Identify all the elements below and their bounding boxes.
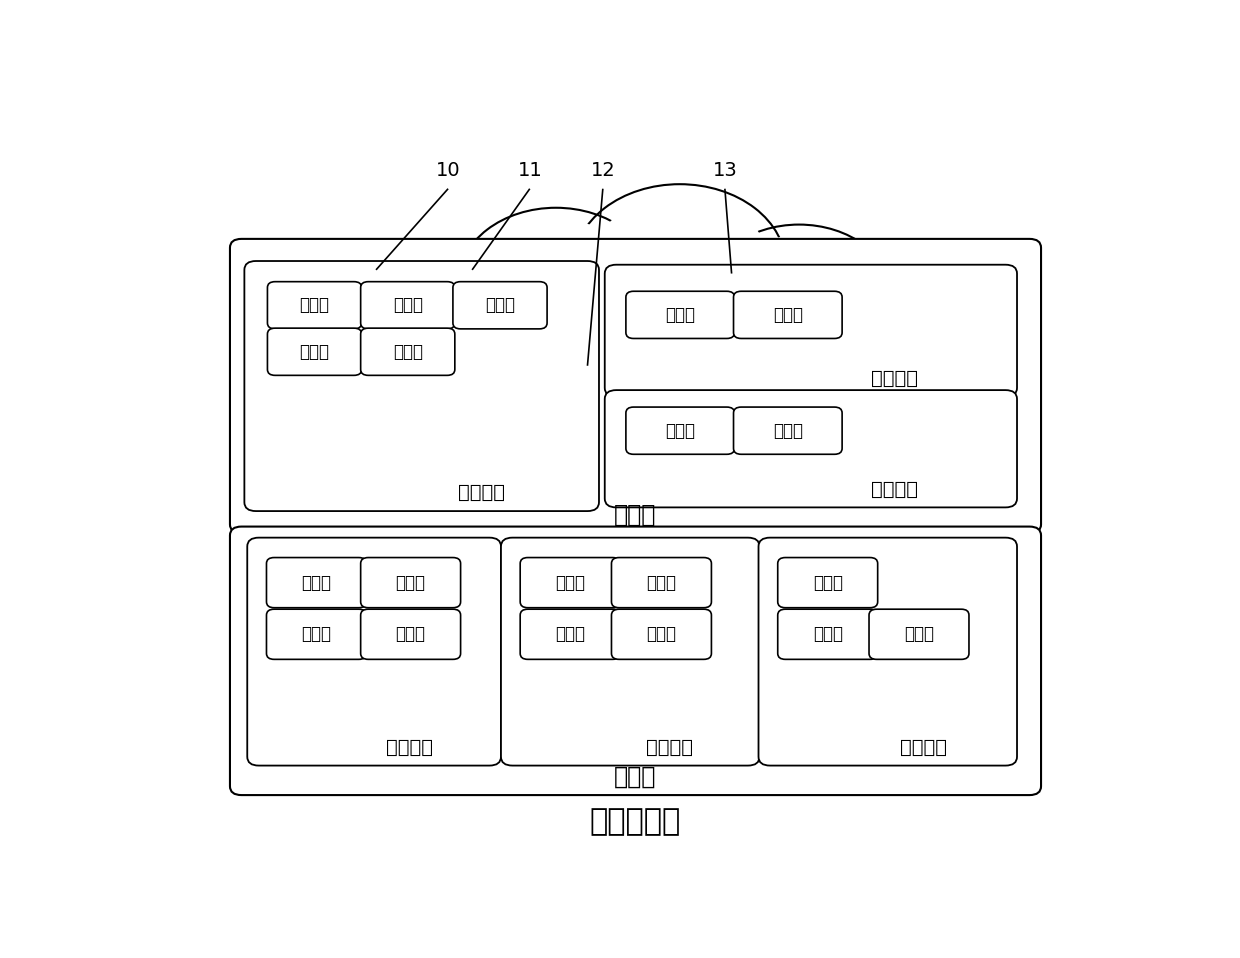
FancyBboxPatch shape	[626, 407, 734, 454]
Text: 虚拟机: 虚拟机	[773, 422, 802, 440]
Text: 物理主机: 物理主机	[872, 369, 919, 388]
Text: 资源池: 资源池	[614, 503, 657, 527]
Ellipse shape	[392, 363, 879, 638]
Text: 物理主机: 物理主机	[459, 483, 505, 502]
Text: 虚拟机: 虚拟机	[301, 626, 331, 643]
Circle shape	[733, 590, 892, 713]
FancyBboxPatch shape	[777, 558, 878, 607]
Text: 虚拟机: 虚拟机	[646, 574, 677, 592]
Circle shape	[498, 627, 666, 757]
Circle shape	[830, 513, 971, 622]
Text: 物理主机: 物理主机	[646, 738, 693, 757]
Text: 虚拟机: 虚拟机	[773, 306, 802, 324]
Text: 物理主机: 物理主机	[900, 738, 947, 757]
FancyBboxPatch shape	[611, 558, 712, 607]
Text: 13: 13	[713, 161, 738, 180]
FancyBboxPatch shape	[267, 609, 367, 659]
FancyBboxPatch shape	[759, 537, 1017, 765]
Circle shape	[361, 279, 529, 407]
Circle shape	[459, 208, 653, 357]
Circle shape	[399, 600, 536, 703]
Text: 虚拟机: 虚拟机	[812, 574, 843, 592]
Text: 虚拟机: 虚拟机	[300, 343, 330, 361]
FancyBboxPatch shape	[734, 407, 842, 454]
Text: 物理主机: 物理主机	[386, 738, 433, 757]
FancyBboxPatch shape	[268, 329, 362, 376]
FancyBboxPatch shape	[777, 609, 878, 659]
FancyBboxPatch shape	[361, 329, 455, 376]
FancyBboxPatch shape	[453, 282, 547, 329]
FancyBboxPatch shape	[501, 537, 759, 765]
Circle shape	[280, 399, 415, 502]
Text: 虚拟机: 虚拟机	[665, 306, 696, 324]
Text: 虚拟机: 虚拟机	[396, 626, 425, 643]
Text: 虚拟机: 虚拟机	[301, 574, 331, 592]
Text: 虚拟机: 虚拟机	[300, 296, 330, 314]
FancyBboxPatch shape	[244, 261, 599, 511]
Circle shape	[388, 590, 547, 713]
Text: 虚拟机: 虚拟机	[812, 626, 843, 643]
Text: 11: 11	[517, 161, 542, 180]
FancyBboxPatch shape	[611, 609, 712, 659]
FancyBboxPatch shape	[229, 527, 1042, 795]
Text: 虚拟机: 虚拟机	[665, 422, 696, 440]
FancyBboxPatch shape	[734, 291, 842, 338]
Text: 虚拟机: 虚拟机	[393, 296, 423, 314]
Circle shape	[841, 521, 961, 614]
Circle shape	[374, 288, 517, 398]
Text: 12: 12	[590, 161, 615, 180]
Circle shape	[300, 513, 441, 622]
FancyBboxPatch shape	[268, 282, 362, 329]
FancyBboxPatch shape	[361, 558, 460, 607]
FancyBboxPatch shape	[361, 609, 460, 659]
FancyBboxPatch shape	[869, 609, 968, 659]
Circle shape	[707, 224, 892, 367]
FancyBboxPatch shape	[626, 291, 734, 338]
FancyBboxPatch shape	[605, 264, 1017, 397]
Text: 虚拟机: 虚拟机	[556, 626, 585, 643]
Text: 物理主机: 物理主机	[872, 480, 919, 499]
Text: 虚拟机: 虚拟机	[485, 296, 515, 314]
Text: 虚拟机: 虚拟机	[396, 574, 425, 592]
FancyBboxPatch shape	[605, 390, 1017, 508]
Circle shape	[589, 196, 770, 335]
Circle shape	[856, 399, 991, 502]
FancyBboxPatch shape	[361, 282, 455, 329]
Circle shape	[804, 302, 971, 431]
FancyBboxPatch shape	[229, 239, 1042, 534]
Circle shape	[720, 236, 878, 356]
FancyBboxPatch shape	[267, 558, 367, 607]
FancyBboxPatch shape	[521, 609, 620, 659]
Circle shape	[574, 184, 786, 347]
Text: 资源池: 资源池	[614, 764, 657, 788]
Text: 云计算系统: 云计算系统	[590, 808, 681, 836]
Text: 虚拟机: 虚拟机	[556, 574, 585, 592]
Circle shape	[843, 389, 1002, 512]
Text: 虚拟机: 虚拟机	[393, 343, 423, 361]
Circle shape	[745, 600, 880, 703]
Circle shape	[511, 637, 653, 746]
Circle shape	[310, 521, 430, 614]
Circle shape	[614, 627, 781, 757]
Ellipse shape	[397, 366, 874, 635]
Text: 10: 10	[435, 161, 460, 180]
Circle shape	[269, 389, 428, 512]
Text: 虚拟机: 虚拟机	[904, 626, 934, 643]
FancyBboxPatch shape	[521, 558, 620, 607]
Circle shape	[474, 219, 639, 346]
Circle shape	[816, 311, 959, 422]
Text: 虚拟机: 虚拟机	[646, 626, 677, 643]
FancyBboxPatch shape	[247, 537, 501, 765]
Circle shape	[626, 637, 769, 746]
